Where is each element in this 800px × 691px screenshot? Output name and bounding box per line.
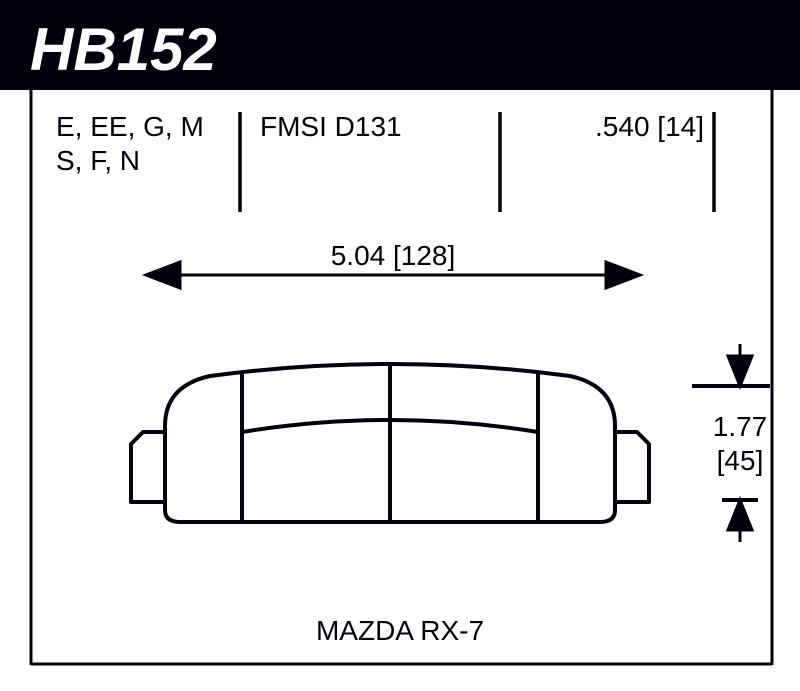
brake-pad-spec-diagram: HB152 E, EE, G, M S, F, N FMSI D131 .540…: [0, 0, 800, 691]
thickness-label: .540 [14]: [595, 111, 704, 142]
compounds-line-2: S, F, N: [56, 145, 140, 176]
model-label: MAZDA RX-7: [316, 615, 484, 646]
compounds-line-1: E, EE, G, M: [56, 111, 204, 142]
outer-frame: [31, 90, 772, 665]
height-label-mm: [45]: [717, 445, 764, 476]
fmsi-label: FMSI D131: [260, 111, 402, 142]
height-label-in: 1.77: [713, 411, 768, 442]
height-dimension: [692, 344, 770, 542]
part-number: HB152: [30, 16, 217, 83]
width-label: 5.04 [128]: [331, 240, 456, 271]
brake-pad-outline: [131, 364, 649, 522]
